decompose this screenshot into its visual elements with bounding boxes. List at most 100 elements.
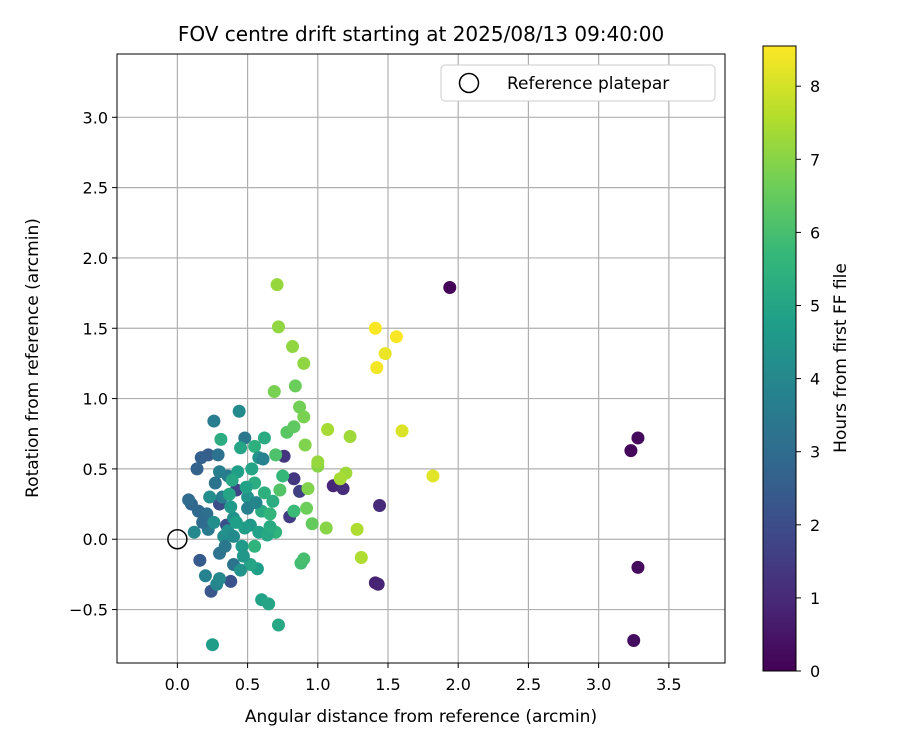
data-point — [234, 441, 248, 455]
y-axis-ticks: −0.5 0.0 0.5 1.0 1.5 2.0 2.5 3.0 — [69, 108, 117, 620]
data-point — [287, 472, 301, 486]
data-point — [333, 472, 347, 486]
data-point — [234, 563, 248, 577]
plot-frame — [116, 53, 726, 664]
colorbar-tick-label: 3 — [810, 443, 820, 462]
data-point — [270, 278, 284, 292]
colorbar-tick-label: 8 — [810, 77, 820, 96]
data-point — [194, 451, 208, 465]
data-point — [336, 482, 350, 496]
colorbar-tick-label: 4 — [810, 370, 820, 389]
reference-platepar-marker — [167, 528, 188, 550]
x-tick-label: 1.5 — [375, 675, 400, 694]
data-point — [287, 504, 301, 518]
data-point — [239, 480, 253, 494]
x-axis-label: Angular distance from reference (arcmin) — [245, 707, 597, 727]
data-point — [297, 552, 311, 566]
data-point — [229, 515, 243, 529]
y-tick-label: 2.5 — [83, 179, 108, 198]
data-point — [249, 496, 263, 510]
data-point — [395, 424, 409, 438]
x-axis-ticks: 0.0 0.5 1.0 1.5 2.0 2.5 3.0 3.5 — [165, 663, 682, 694]
data-point — [266, 494, 280, 508]
data-point — [245, 462, 259, 476]
data-point — [238, 431, 252, 445]
data-point — [426, 469, 440, 483]
data-point — [301, 482, 315, 496]
data-point — [256, 452, 270, 466]
y-tick-label: 0.5 — [83, 460, 108, 479]
data-point — [213, 465, 227, 479]
y-tick-label: 0.0 — [83, 530, 108, 549]
data-point — [288, 379, 302, 393]
data-point — [631, 431, 645, 445]
colorbar-tick-label: 1 — [810, 589, 820, 608]
data-point — [286, 340, 300, 354]
data-point — [208, 476, 222, 490]
chart-title: FOV centre drift starting at 2025/08/13 … — [178, 22, 664, 46]
legend: Reference platepar — [440, 64, 716, 102]
colorbar-tick-label: 2 — [810, 516, 820, 535]
colorbar-label: Hours from first FF file — [831, 263, 851, 453]
data-point — [287, 420, 301, 434]
data-point — [198, 569, 212, 583]
data-point — [257, 431, 271, 445]
data-point — [218, 539, 232, 553]
legend-open-circle-icon — [458, 72, 480, 94]
data-point — [224, 574, 238, 588]
data-point — [443, 280, 457, 294]
data-point — [232, 404, 246, 418]
colorbar-tick-label: 6 — [810, 223, 820, 242]
colorbar-tick-label: 5 — [810, 297, 820, 316]
data-point — [213, 572, 227, 586]
data-point — [305, 517, 319, 531]
colorbar-tick-label: 0 — [810, 662, 820, 681]
data-point — [293, 400, 307, 414]
data-point — [236, 549, 250, 563]
y-tick-label: −0.5 — [69, 601, 108, 620]
data-point — [373, 498, 387, 512]
data-point — [368, 321, 382, 335]
data-point — [271, 618, 285, 632]
data-point — [203, 490, 217, 504]
data-point — [262, 597, 276, 611]
colorbar-ticks: 0 1 2 3 4 5 6 7 8 — [796, 77, 820, 681]
data-point — [263, 520, 277, 534]
data-point — [276, 469, 290, 483]
data-point — [196, 515, 210, 529]
data-point — [207, 515, 221, 529]
data-point — [211, 448, 225, 462]
data-point — [311, 455, 325, 469]
data-point — [271, 320, 285, 334]
data-point — [370, 361, 384, 375]
data-point — [263, 507, 277, 521]
data-point — [182, 493, 196, 507]
data-point — [257, 486, 271, 500]
x-tick-label: 2.0 — [445, 675, 470, 694]
x-tick-label: 1.0 — [305, 675, 330, 694]
x-tick-label: 2.5 — [516, 675, 541, 694]
y-tick-label: 2.0 — [83, 249, 108, 268]
data-point — [378, 347, 392, 361]
x-tick-label: 0.5 — [235, 675, 260, 694]
reference-marker-layer — [167, 528, 188, 550]
data-point — [193, 553, 207, 567]
data-point — [207, 414, 221, 428]
y-tick-label: 3.0 — [83, 108, 108, 127]
x-tick-label: 0.0 — [165, 675, 190, 694]
data-point — [214, 432, 228, 446]
data-point — [319, 521, 333, 535]
data-point — [343, 430, 357, 444]
data-point — [248, 539, 262, 553]
data-point — [187, 525, 201, 539]
data-point — [190, 462, 204, 476]
y-tick-label: 1.5 — [83, 319, 108, 338]
grid-lines — [117, 54, 725, 663]
data-point — [297, 356, 311, 370]
legend-box — [440, 64, 716, 102]
data-point — [631, 560, 645, 574]
y-tick-label: 1.0 — [83, 390, 108, 409]
data-point — [273, 483, 287, 497]
